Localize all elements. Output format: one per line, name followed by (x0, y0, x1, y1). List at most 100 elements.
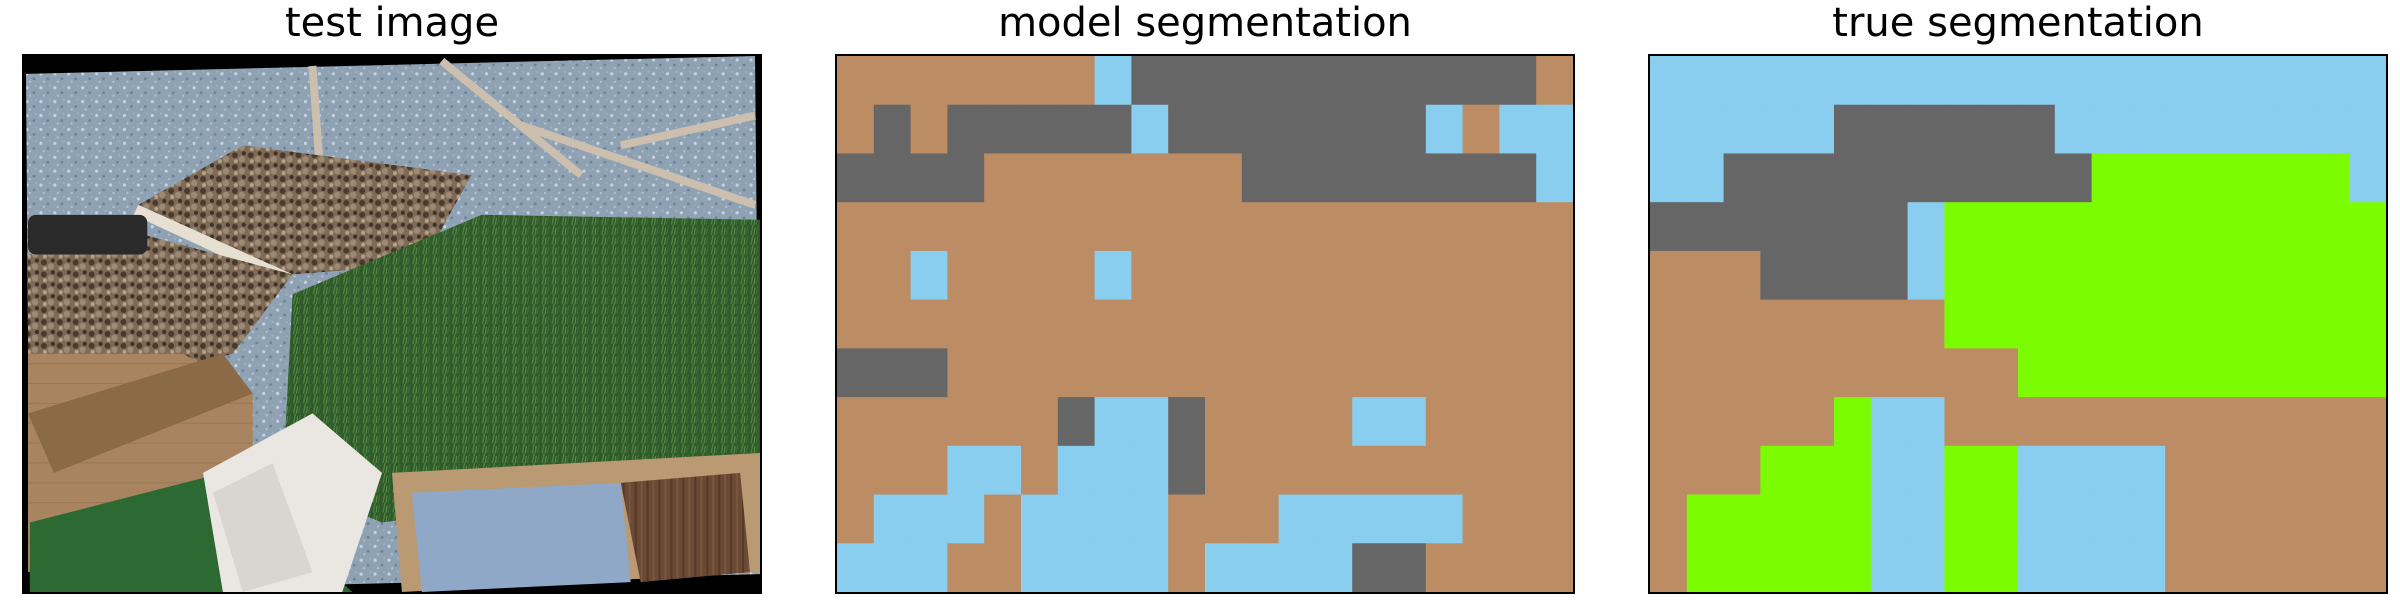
segment-cell-road (1352, 153, 1390, 203)
segment-cell-water (873, 494, 912, 544)
segment-cell-water (1021, 494, 1059, 544)
segment-cell-floor (1944, 397, 1982, 447)
segment-cell-floor (984, 397, 1022, 447)
segment-cell-floor (1834, 299, 1872, 349)
segment-cell-road (1462, 56, 1500, 106)
segment-cell-grass (1760, 445, 1798, 496)
segment-cell-road (1205, 104, 1243, 155)
segment-cell-road (1057, 104, 1096, 155)
segment-cell-floor (1315, 250, 1353, 301)
segment-cell-water (910, 543, 948, 592)
segment-cell-floor (1131, 250, 1169, 301)
segment-cell-water (1278, 543, 1316, 592)
segment-cell-road (1834, 250, 1872, 301)
panel-title: model segmentation (998, 0, 1412, 46)
segment-cell-floor (1021, 445, 1059, 496)
segment-cell-water (2128, 104, 2166, 155)
segment-cell-grass (1686, 494, 1725, 544)
segment-cell-floor (837, 445, 875, 496)
segment-cell-floor (1205, 494, 1243, 544)
segment-cell-road (837, 153, 875, 203)
segment-cell-grass (2275, 250, 2313, 301)
segment-cell-floor (1462, 397, 1500, 447)
segment-cell-floor (1389, 445, 1427, 496)
segment-cell-water (2054, 494, 2093, 544)
segment-cell-floor (1021, 348, 1059, 398)
segment-cell-road (910, 153, 948, 203)
segment-cell-floor (837, 397, 875, 447)
segment-cell-floor (1834, 348, 1872, 398)
segment-cell-floor (984, 153, 1022, 203)
segment-cell-road (1499, 153, 1537, 203)
segment-cell-road (1352, 543, 1390, 592)
segment-cell-grass (2312, 153, 2350, 203)
segment-cell-water (1131, 397, 1169, 447)
segment-cell-floor (1057, 56, 1096, 106)
segment-cell-grass (2349, 250, 2386, 301)
segment-cell-floor (1315, 348, 1353, 398)
segment-cell-water (910, 494, 948, 544)
segment-cell-grass (1981, 543, 2019, 592)
segment-cell-floor (1650, 494, 1688, 544)
segment-cell-floor (837, 202, 875, 252)
segment-cell-floor (1352, 202, 1390, 252)
segment-cell-water (1352, 397, 1390, 447)
segment-cell-floor (1650, 299, 1688, 349)
segment-cell-floor (984, 543, 1022, 592)
segment-cell-floor (2275, 445, 2313, 496)
segment-cell-road (1389, 543, 1427, 592)
segment-cell-water (2018, 445, 2056, 496)
segment-cell-grass (2165, 153, 2203, 203)
segment-cell-floor (2165, 445, 2203, 496)
segment-cell-water (1870, 397, 1909, 447)
segment-cell-floor (873, 445, 912, 496)
segment-cell-floor (1205, 202, 1243, 252)
segment-cell-floor (2238, 445, 2277, 496)
segment-cell-road (910, 348, 948, 398)
segment-cell-floor (1021, 56, 1059, 106)
segment-cell-floor (837, 56, 875, 106)
segment-cell-grass (1797, 445, 1835, 496)
segment-cell-grass (2054, 348, 2093, 398)
segment-cell-floor (984, 56, 1022, 106)
segment-cell-floor (1536, 250, 1573, 301)
segment-cell-floor (947, 299, 985, 349)
segment-cell-floor (1650, 543, 1688, 592)
segment-cell-water (1389, 494, 1427, 544)
segment-cell-floor (837, 299, 875, 349)
segment-cell-floor (1499, 397, 1537, 447)
segment-cell-water (1870, 543, 1909, 592)
segment-cell-grass (1834, 445, 1872, 496)
segment-cell-road (1315, 153, 1353, 203)
segment-cell-road (1944, 153, 1982, 203)
segment-cell-road (1021, 104, 1059, 155)
segment-cell-floor (1425, 202, 1464, 252)
segment-cell-water (2054, 56, 2093, 106)
segment-cell-water (1389, 397, 1427, 447)
segment-cell-floor (1021, 250, 1059, 301)
segment-cell-road (2018, 104, 2056, 155)
segment-cell-water (2349, 104, 2386, 155)
segment-cell-floor (1536, 56, 1573, 106)
segment-cell-water (1907, 543, 1945, 592)
segment-cell-floor (1650, 348, 1688, 398)
segment-cell-road (1723, 202, 1761, 252)
segment-cell-grass (2054, 299, 2093, 349)
segment-cell-water (2091, 494, 2129, 544)
segment-cell-water (1870, 56, 1909, 106)
segment-cell-grass (2238, 250, 2277, 301)
segment-cell-floor (2165, 494, 2203, 544)
segment-cell-road (873, 104, 912, 155)
test-image-frame (22, 54, 762, 594)
segment-cell-grass (2165, 202, 2203, 252)
test-image-photo (24, 56, 760, 592)
segment-cell-floor (1536, 348, 1573, 398)
segment-cell-grass (2128, 202, 2166, 252)
segment-cell-road (1205, 56, 1243, 106)
segment-cell-floor (873, 397, 912, 447)
segment-cell-grass (1723, 494, 1761, 544)
segment-cell-floor (1462, 104, 1500, 155)
segment-cell-floor (2128, 397, 2166, 447)
segment-cell-floor (1205, 397, 1243, 447)
segment-cell-road (1057, 397, 1096, 447)
